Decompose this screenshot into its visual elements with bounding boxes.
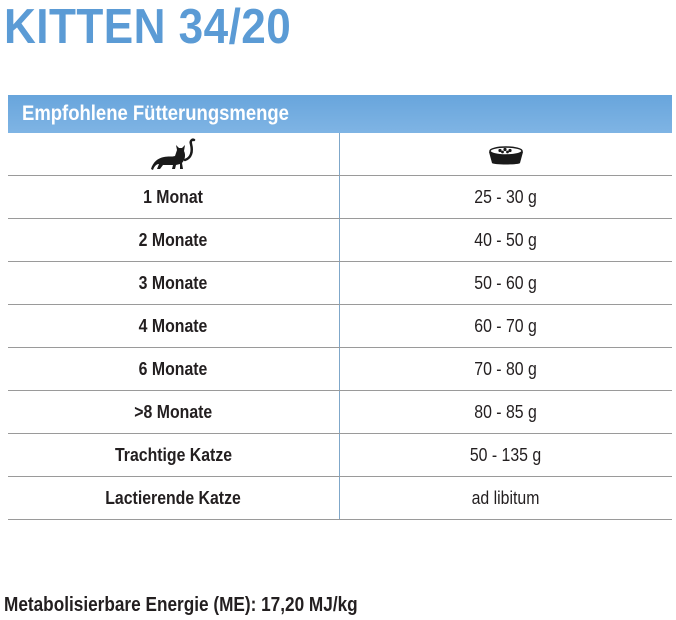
food-bowl-icon-cell (339, 133, 672, 176)
table-row: 2 Monate 40 - 50 g (8, 218, 672, 262)
table-header-label: Empfohlene Fütterungsmenge (22, 102, 289, 125)
amount-cell: 50 - 135 g (339, 433, 672, 477)
cat-icon-cell (8, 133, 340, 176)
cat-icon (151, 138, 196, 170)
age-cell: 1 Monat (8, 175, 340, 219)
table-row: 1 Monat 25 - 30 g (8, 175, 672, 219)
metabolizable-energy-note: Metabolisierbare Energie (ME): 17,20 MJ/… (4, 594, 358, 616)
age-cell: 6 Monate (8, 347, 340, 391)
amount-cell: 40 - 50 g (339, 218, 672, 262)
table-row: 3 Monate 50 - 60 g (8, 261, 672, 305)
amount-cell: 60 - 70 g (339, 304, 672, 348)
amount-cell: 70 - 80 g (339, 347, 672, 391)
product-title: KITTEN 34/20 (4, 0, 292, 54)
amount-cell: 25 - 30 g (339, 175, 672, 219)
age-cell: Trachtige Katze (8, 433, 340, 477)
age-cell: 2 Monate (8, 218, 340, 262)
table-row: 6 Monate 70 - 80 g (8, 347, 672, 391)
age-cell: >8 Monate (8, 390, 340, 434)
table-row: Lactierende Katze ad libitum (8, 476, 672, 520)
icon-row (8, 133, 672, 176)
amount-cell: 80 - 85 g (339, 390, 672, 434)
table-row: Trachtige Katze 50 - 135 g (8, 433, 672, 477)
amount-cell: 50 - 60 g (339, 261, 672, 305)
age-cell: 4 Monate (8, 304, 340, 348)
feeding-table: Empfohlene Fütterungsmenge (8, 95, 672, 520)
age-cell: 3 Monate (8, 261, 340, 305)
table-row: >8 Monate 80 - 85 g (8, 390, 672, 434)
table-row: 4 Monate 60 - 70 g (8, 304, 672, 348)
table-header-bar: Empfohlene Fütterungsmenge (8, 95, 672, 133)
feeding-amount-table: 1 Monat 25 - 30 g 2 Monate 40 - 50 g 3 M… (8, 133, 672, 520)
age-cell: Lactierende Katze (8, 476, 340, 520)
food-bowl-icon (488, 146, 523, 165)
amount-cell: ad libitum (339, 476, 672, 520)
